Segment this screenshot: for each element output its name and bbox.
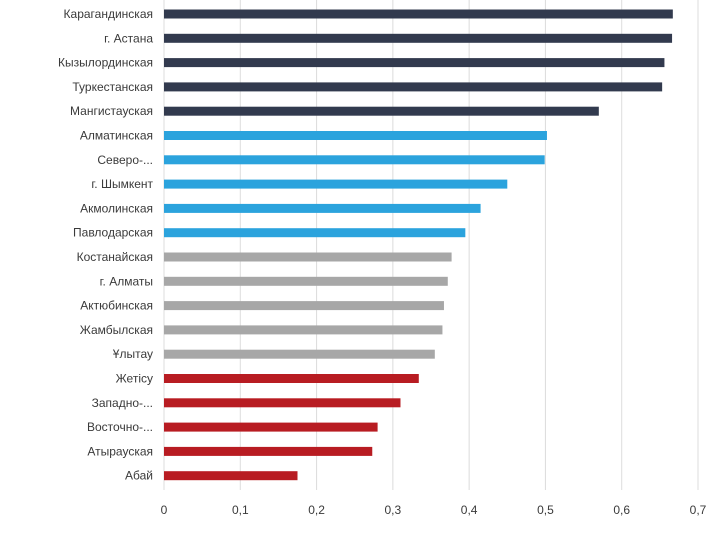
category-label: г. Алматы [100,274,153,288]
category-label: Акмолинская [80,201,153,215]
category-label: Абай [125,469,153,483]
category-label: Жамбылская [80,323,153,337]
bar [164,179,508,189]
category-label: Мангистауская [70,104,153,118]
bar [164,131,547,140]
category-label: Кызылординская [58,56,153,70]
category-label: г. Шымкент [91,177,153,191]
category-label: Алматинская [80,129,153,143]
category-label: Костанайская [77,250,153,264]
bar [164,58,665,68]
category-label: Атырауская [87,444,153,458]
bar [164,471,298,481]
bar [164,398,401,408]
x-tick-label: 0,3 [385,503,402,517]
category-label: Ұлытау [113,347,153,361]
bar [164,301,444,311]
category-label: Павлодарская [73,226,153,240]
bar [164,155,545,165]
category-label: Жетісу [116,372,153,386]
bar [164,252,452,262]
bar [164,374,419,383]
x-tick-label: 0,7 [690,503,707,517]
bar [164,422,378,432]
bars [164,9,673,481]
x-tick-label: 0,2 [308,503,325,517]
category-label: Карагандинская [64,7,153,21]
category-label: Западно-... [92,396,153,410]
bar [164,33,673,43]
bar [164,446,373,456]
bar [164,325,443,335]
gridlines [163,0,699,490]
category-label: Актюбинская [80,299,153,313]
category-label: г. Астана [104,31,153,45]
bar [164,203,481,213]
x-axis-ticks: 0 0,1 0,2 0,3 0,4 0,5 0,6 0,7 [161,503,707,517]
x-tick-label: 0,1 [232,503,249,517]
bar [164,82,663,92]
bar [164,9,673,19]
bar [164,276,448,286]
x-tick-label: 0,5 [537,503,554,517]
x-tick-label: 0,4 [461,503,478,517]
x-tick-label: 0,6 [613,503,630,517]
category-label: Туркестанская [72,80,153,94]
category-labels: Карагандинская г. Астана Кызылординская Тур… [58,7,153,483]
category-label: Северо-... [97,153,153,167]
category-label: Восточно-... [87,420,153,434]
bar [164,106,599,116]
bar [164,349,435,359]
bar [164,228,466,238]
x-tick-label: 0 [161,503,168,517]
